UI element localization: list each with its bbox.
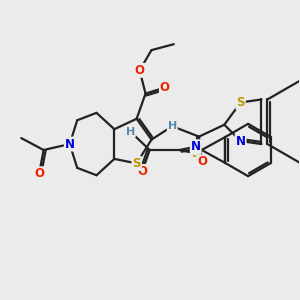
Text: O: O — [34, 167, 44, 180]
Text: N: N — [191, 140, 201, 153]
Text: N: N — [65, 138, 75, 151]
Text: O: O — [160, 81, 170, 94]
Text: N: N — [236, 135, 246, 148]
Text: O: O — [197, 155, 207, 168]
Text: S: S — [132, 157, 141, 170]
Text: O: O — [135, 64, 145, 77]
Text: H: H — [168, 121, 177, 131]
Text: O: O — [137, 165, 147, 178]
Text: S: S — [191, 147, 200, 160]
Text: H: H — [126, 127, 135, 136]
Text: S: S — [236, 96, 245, 109]
